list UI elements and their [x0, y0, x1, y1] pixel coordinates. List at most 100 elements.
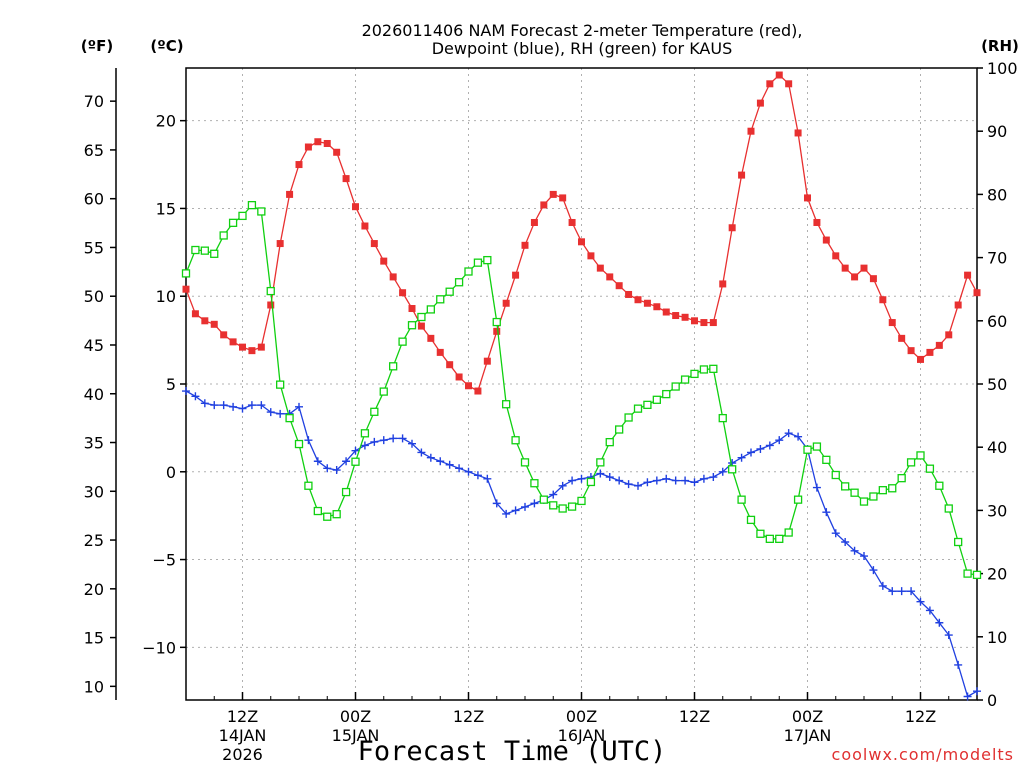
rh-point — [803, 445, 812, 454]
celsius-tick-label: 15 — [156, 199, 176, 218]
rh-point — [652, 395, 661, 404]
temperature-point — [333, 148, 341, 156]
temperature-point — [314, 138, 322, 146]
temperature-point — [399, 289, 407, 297]
fahrenheit-tick-label: 70 — [84, 92, 104, 111]
x-tick-label: 12Z — [453, 707, 484, 726]
temperature-point — [813, 218, 821, 226]
rh-tick-label: 40 — [987, 438, 1007, 457]
dewpoint-point — [408, 439, 416, 448]
rh-point — [878, 486, 887, 495]
dewpoint-point — [276, 409, 285, 418]
rh-point — [389, 362, 398, 371]
temperature-point — [606, 273, 614, 281]
series-temperature — [182, 71, 981, 395]
rh-point — [332, 510, 341, 519]
dewpoint-point — [436, 457, 445, 466]
dewpoint-point — [266, 408, 275, 417]
dewpoint-point — [973, 687, 981, 696]
temperature-point — [370, 240, 378, 248]
dewpoint-point — [662, 474, 671, 483]
temperature-point — [380, 257, 388, 265]
dewpoint-point — [822, 508, 831, 517]
rh-point — [690, 369, 699, 379]
dewpoint-point — [860, 552, 868, 561]
dewpoint-point — [455, 464, 464, 473]
rh-point — [492, 317, 501, 327]
dewpoint-point — [530, 499, 539, 508]
x-date-label: 15JAN — [332, 726, 380, 745]
dewpoint-point — [690, 478, 699, 487]
rh-point — [841, 482, 850, 491]
temperature-point — [719, 280, 727, 288]
dewpoint-point — [398, 434, 407, 443]
rh-point — [680, 375, 690, 384]
rh-point — [718, 413, 727, 423]
celsius-tick-label: 0 — [166, 463, 176, 482]
temperature-point — [210, 320, 218, 328]
celsius-tick-label: −5 — [152, 551, 176, 570]
dewpoint-point — [634, 481, 642, 490]
rh-point — [200, 246, 209, 255]
dewpoint-point — [681, 476, 690, 485]
dewpoint-point — [850, 546, 859, 555]
temperature-point — [427, 334, 435, 342]
dewpoint-point — [473, 471, 482, 480]
rh-tick-label: 20 — [987, 565, 1007, 584]
rh-point — [266, 286, 275, 296]
temperature-point — [239, 343, 246, 351]
rh-point — [831, 470, 840, 480]
rh-point — [464, 267, 473, 276]
dewpoint-point — [925, 606, 934, 615]
rh-point — [304, 481, 313, 490]
temperature-point — [220, 331, 228, 339]
fahrenheit-tick-label: 35 — [84, 434, 104, 453]
rh-point — [398, 337, 407, 346]
temperature-point — [465, 382, 472, 390]
dewpoint-point — [219, 401, 228, 410]
dewpoint-point — [775, 436, 784, 445]
rh-point — [520, 458, 530, 467]
fahrenheit-tick-label: 55 — [84, 238, 104, 257]
dewpoint-point — [483, 474, 492, 483]
temperature-point — [587, 252, 595, 260]
rh-point — [417, 312, 426, 322]
rh-point — [379, 387, 388, 396]
temperature-point — [634, 296, 642, 304]
x-tick-label: 12Z — [679, 707, 710, 726]
temperature-point — [530, 218, 538, 226]
temperature-point — [502, 299, 510, 307]
series-rh — [181, 200, 982, 580]
rh-point — [276, 380, 285, 389]
rh-point — [407, 321, 417, 330]
rh-point — [699, 365, 709, 374]
rh-point — [228, 218, 238, 227]
dewpoint-point — [464, 467, 473, 476]
celsius-tick-label: 10 — [156, 287, 176, 306]
rh-point — [370, 407, 379, 416]
dewpoint-point — [445, 460, 454, 469]
temperature-point — [455, 373, 463, 381]
temperature-point — [954, 301, 962, 309]
rh-point — [737, 495, 746, 504]
dewpoint-point — [304, 436, 313, 445]
rh-tick-label: 50 — [987, 375, 1007, 394]
fahrenheit-tick-label: 45 — [84, 336, 104, 355]
dewpoint-point — [869, 566, 878, 575]
dewpoint-point — [502, 509, 511, 518]
dewpoint-point — [492, 499, 501, 508]
dewpoint-point — [323, 464, 332, 473]
dewpoint-point — [605, 473, 614, 482]
dewpoint-point — [521, 502, 529, 511]
temperature-point — [709, 319, 717, 327]
rh-point — [671, 382, 680, 391]
temperature-point — [794, 129, 802, 137]
rh-point — [577, 496, 586, 506]
temperature-point — [822, 236, 830, 244]
rh-point — [426, 305, 435, 314]
dewpoint-point — [313, 457, 322, 466]
rh-point — [181, 269, 191, 278]
dewpoint-point — [191, 392, 200, 401]
dewpoint-point — [389, 434, 398, 443]
celsius-tick-label: 5 — [166, 375, 176, 394]
